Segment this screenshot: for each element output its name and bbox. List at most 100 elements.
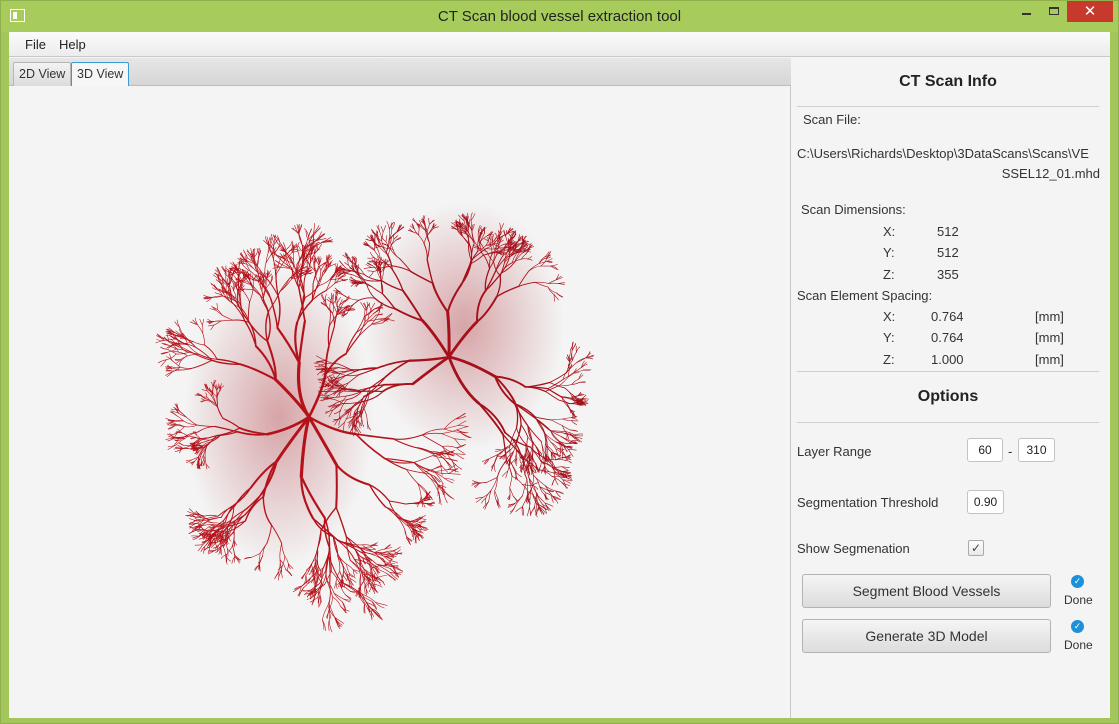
vessel-branch — [550, 264, 558, 267]
vessel-branch — [316, 265, 321, 274]
vessel-branch — [305, 240, 317, 249]
vessel-branch — [400, 516, 413, 526]
vessel-branch — [174, 447, 182, 449]
app-icon[interactable] — [10, 9, 25, 22]
vessel-branch — [567, 372, 575, 378]
vessel-branch — [524, 381, 551, 388]
vessel-branch — [419, 528, 427, 531]
maximize-button[interactable] — [1041, 1, 1067, 22]
vessel-branch — [262, 275, 265, 282]
vessel-branch — [359, 566, 366, 577]
minimize-button[interactable] — [1013, 1, 1039, 22]
vessel-branch — [381, 280, 404, 292]
tab-3d-view[interactable]: 3D View — [71, 62, 130, 86]
vessel-tree-model — [155, 202, 594, 633]
done-check-icon: ✓ — [1071, 575, 1084, 588]
vessel-branch — [274, 378, 311, 419]
vessel-branch — [534, 416, 545, 432]
vessel-branch — [301, 577, 311, 587]
vessel-branch — [302, 243, 308, 251]
vessel-branch — [466, 221, 469, 227]
vessel-branch — [458, 214, 465, 222]
vessel-branch — [263, 272, 268, 278]
vessel-branch — [316, 361, 327, 364]
vessel-branch — [471, 224, 475, 232]
vessel-branch — [166, 371, 173, 377]
vessel-branch — [415, 518, 422, 521]
segmentation-threshold-input[interactable]: 0.90 — [967, 490, 1004, 514]
vessel-branch — [210, 526, 225, 539]
vessel-branch — [473, 245, 480, 249]
vessel-branch — [547, 286, 557, 294]
vessel-branch — [315, 367, 326, 370]
vessel-branch — [511, 252, 518, 263]
vessel-branch — [279, 278, 293, 293]
layer-range-from-input[interactable]: 60 — [967, 438, 1003, 462]
vessel-branch — [352, 569, 358, 574]
vessel-branch — [248, 322, 268, 342]
vessel-branch — [222, 531, 229, 546]
vessel-branch — [417, 482, 427, 492]
title-bar[interactable]: CT Scan blood vessel extraction tool ✕ — [1, 1, 1118, 32]
vessel-branch — [555, 448, 559, 456]
vessel-branch — [555, 490, 561, 498]
vessel-branch — [506, 460, 513, 477]
show-segmentation-checkbox[interactable]: ✓ — [968, 540, 984, 556]
vessel-branch — [387, 550, 396, 554]
vessel-branch — [444, 459, 452, 467]
vessel-branch — [243, 270, 249, 279]
vessel-branch — [406, 469, 418, 484]
vessel-branch — [386, 221, 390, 230]
vessel-branch — [510, 238, 513, 246]
menu-file[interactable]: File — [25, 37, 46, 52]
vessel-branch — [415, 523, 423, 526]
segment-blood-vessels-button[interactable]: Segment Blood Vessels — [802, 574, 1051, 608]
vessel-branch — [221, 314, 233, 321]
vessel-branch — [409, 523, 415, 534]
vessel-branch — [477, 402, 507, 434]
vessel-branch — [511, 476, 523, 485]
vessel-branch — [176, 430, 182, 433]
vessel-branch — [266, 415, 311, 436]
vessel-branch — [266, 269, 268, 277]
vessel-branch — [485, 237, 490, 246]
layer-range-to-input[interactable]: 310 — [1018, 438, 1055, 462]
vessel-branch — [511, 233, 517, 239]
vessel-branch — [192, 319, 198, 325]
generate-3d-model-button[interactable]: Generate 3D Model — [802, 619, 1051, 653]
vessel-branch — [373, 232, 379, 237]
vessel-branch — [419, 521, 427, 523]
vessel-branch — [546, 261, 553, 263]
vessel-branch — [180, 367, 194, 371]
vessel-branch — [321, 568, 327, 586]
vessel-branch — [447, 458, 458, 461]
vessel-branch — [360, 390, 384, 403]
close-button[interactable]: ✕ — [1067, 1, 1113, 22]
vessel-branch — [444, 478, 455, 481]
vessel-branch — [515, 450, 518, 459]
vessel-branch — [515, 506, 523, 512]
3d-viewport[interactable] — [9, 87, 791, 718]
vessel-branch — [498, 243, 505, 248]
vessel-branch — [167, 328, 175, 333]
vessel-branch — [351, 262, 355, 272]
vessel-branch — [175, 438, 186, 446]
vessel-branch — [574, 433, 584, 436]
vessel-branch — [562, 372, 575, 380]
vessel-branch — [434, 475, 441, 483]
vessel-branch — [470, 247, 487, 261]
vessel-branch — [326, 579, 335, 594]
vessel-branch — [568, 449, 574, 457]
vessel-branch — [221, 527, 228, 532]
vessel-branch — [297, 245, 303, 252]
vessel-branch — [537, 469, 553, 477]
spacing-x-axis: X: — [883, 309, 896, 324]
vessel-branch — [334, 617, 341, 629]
vessel-branch — [494, 490, 497, 502]
menu-help[interactable]: Help — [59, 37, 86, 52]
vessel-branch — [317, 572, 323, 580]
vessel-branch — [382, 263, 386, 272]
tab-2d-view[interactable]: 2D View — [13, 62, 72, 86]
vessel-branch — [329, 619, 333, 633]
vessel-branch — [291, 241, 295, 249]
